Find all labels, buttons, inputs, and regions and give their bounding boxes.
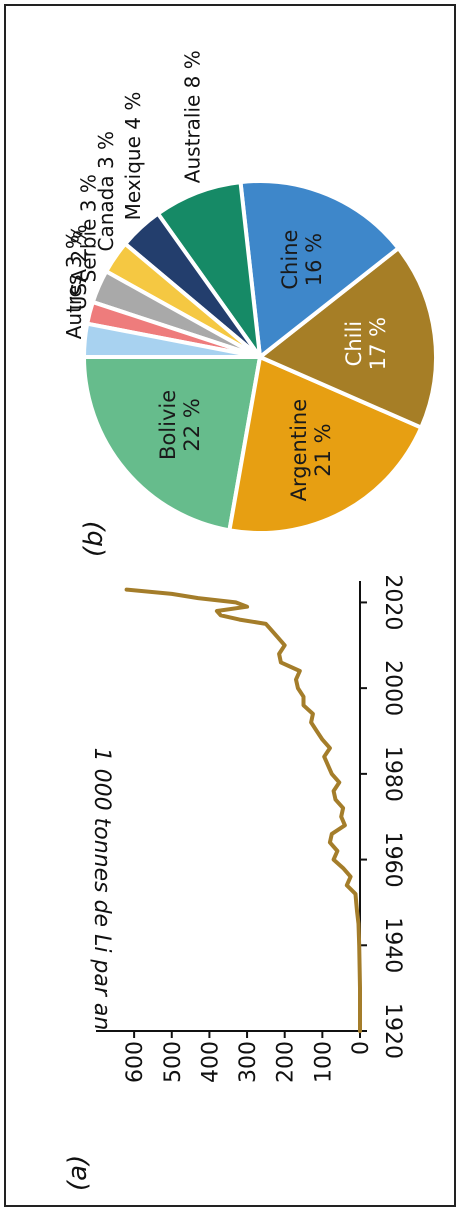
slice-label-bolivie: Bolivie 22 % [156, 390, 204, 460]
x-tick-label-1940: 1940 [380, 917, 405, 973]
y-tick-label-400: 400 [198, 1041, 223, 1083]
y-tick-label-0: 0 [349, 1041, 374, 1055]
panel-a: (a) 1 000 tonnes de Li par an 0 100 200 300… [63, 574, 405, 1191]
slice-label-serbie: Serbie 3 % [77, 174, 101, 282]
slice-label-canada: Canada 3 % [94, 131, 118, 252]
slice-label-chili: Chili 17 % [342, 317, 390, 370]
pie-slice-autres [82, 321, 262, 359]
pie-slice-argentine [227, 355, 424, 535]
slice-name-argentine: Argentine [287, 399, 311, 502]
slice-label-australie: Australie 8 % [181, 50, 205, 183]
production-line [124, 587, 362, 1033]
slice-name-chine: Chine [278, 230, 302, 290]
slice-label-chine: Chine 16 % [278, 230, 326, 290]
panel-a-label: (a) [63, 1155, 93, 1191]
x-tick-label-2000: 2000 [380, 660, 405, 716]
figure-border [4, 4, 456, 1207]
slice-name-bolivie: Bolivie [156, 390, 180, 460]
slice-label-mexique: Mexique 4 % [121, 92, 145, 221]
y-axis-label: 1 000 tonnes de Li par an [89, 748, 114, 1031]
x-tick-label-1960: 1960 [380, 832, 405, 888]
slice-pct-argentine: 21 % [311, 423, 335, 476]
slice-pct-chili: 17 % [366, 317, 390, 370]
pie-chart: Bolivie 22 % Argentine 21 %Chili 17 %Chine 16… [62, 50, 438, 535]
pie-slice-chine [238, 179, 401, 359]
y-tick-label-200: 200 [274, 1041, 299, 1083]
slice-pct-bolivie: 22 % [180, 398, 204, 451]
y-tick-label-100: 100 [311, 1041, 336, 1083]
y-tick-label-600: 600 [123, 1041, 148, 1083]
x-tick-label-1920: 1920 [380, 1003, 405, 1059]
slice-label-argentine: Argentine 21 % [287, 399, 335, 502]
slice-name-chili: Chili [342, 321, 366, 366]
x-tick-label-1980: 1980 [380, 746, 405, 802]
panel-b: (b) Bolivie 22 % Argentine 21 %Chili 17 %Chi… [62, 50, 438, 557]
y-tick-label-300: 300 [236, 1041, 261, 1083]
slice-label-usa: USA 2 % [67, 224, 91, 310]
slice-pct-chine: 16 % [302, 233, 326, 286]
slice-label-autres: Autres 3 % [62, 230, 86, 339]
y-tick-label-500: 500 [161, 1041, 186, 1083]
x-tick-label-2020: 2020 [380, 574, 405, 630]
pie-slice-bolivie [82, 355, 262, 533]
axes-a: 0 100 200 300 400 500 600 1920 1940 1960 1980 2000 2… [96, 574, 405, 1083]
panel-b-label: (b) [79, 520, 109, 557]
pie-slice-chili [258, 246, 438, 430]
